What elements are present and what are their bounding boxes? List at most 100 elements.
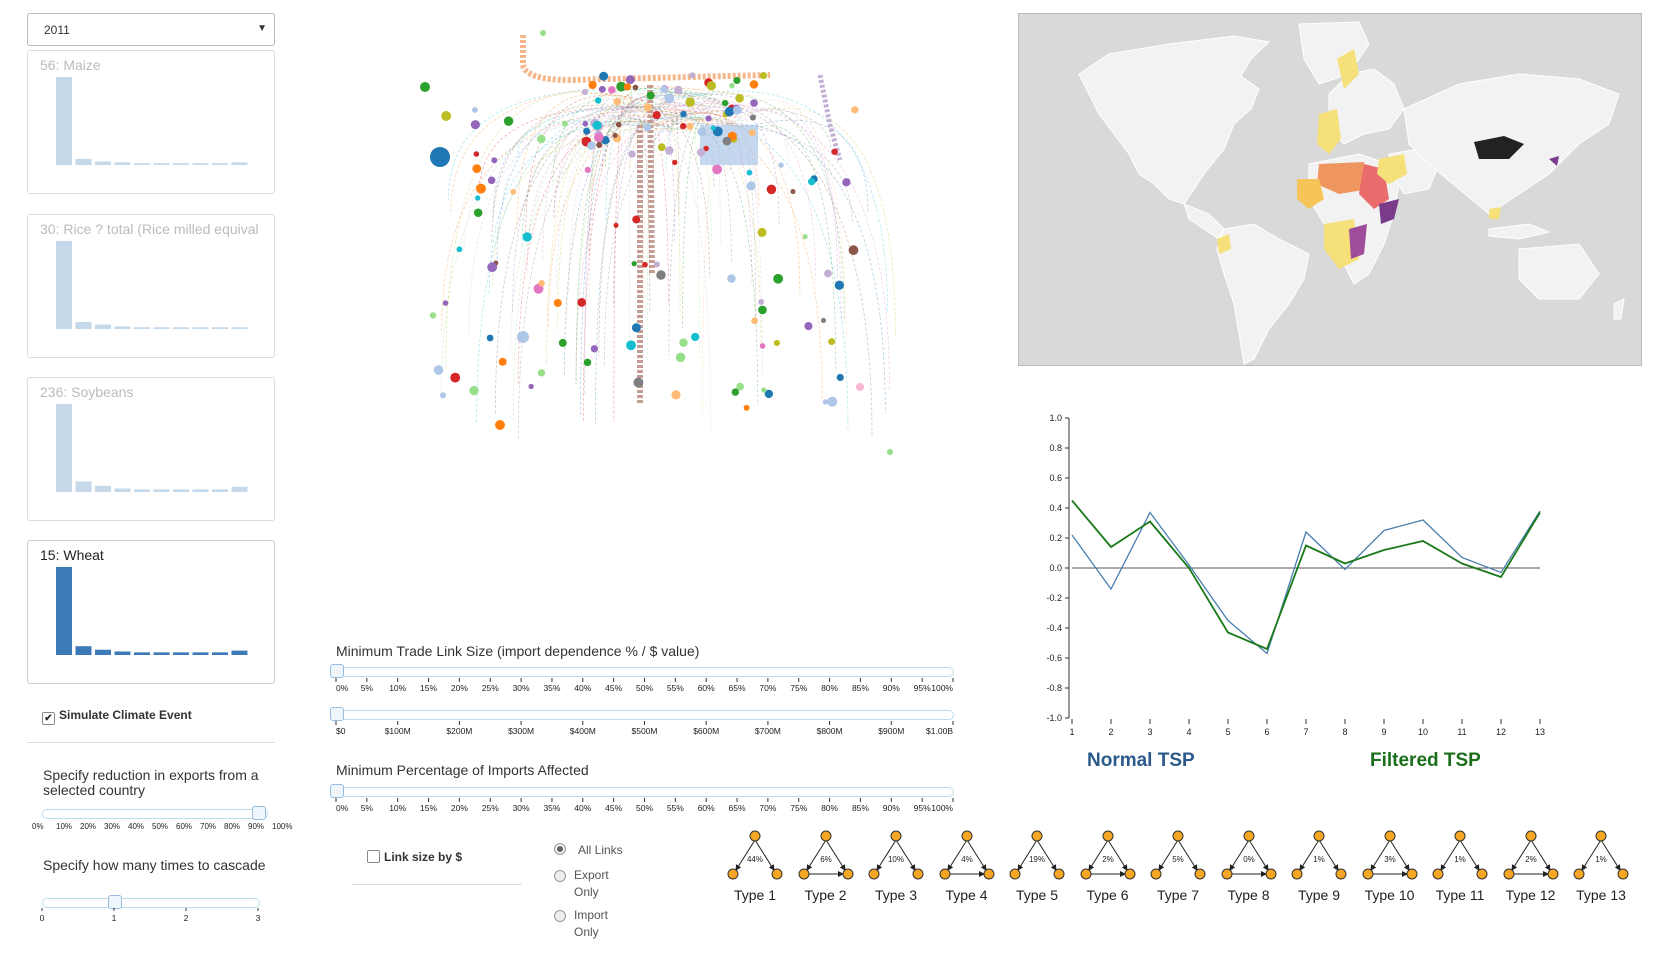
checkbox-box[interactable] xyxy=(367,850,380,863)
motif-type[interactable]: 1% Type 9 xyxy=(1289,830,1349,908)
imports-affected-slider-handle[interactable] xyxy=(330,784,344,798)
country-node[interactable] xyxy=(766,184,777,195)
motif-type[interactable]: 2% Type 6 xyxy=(1078,830,1138,908)
radio-dot[interactable] xyxy=(554,910,566,922)
imports-affected-slider-track[interactable] xyxy=(334,787,954,797)
country-node[interactable] xyxy=(790,189,796,195)
motif-type[interactable]: 19% Type 5 xyxy=(1007,830,1067,908)
country-node[interactable] xyxy=(664,93,675,104)
country-node[interactable] xyxy=(842,178,851,187)
cascade-slider-track[interactable] xyxy=(42,898,260,908)
trade-link-dollar-slider-handle[interactable] xyxy=(330,707,344,721)
country-node[interactable] xyxy=(660,85,668,93)
year-select[interactable]: 2011 ▼ xyxy=(27,13,275,46)
country-node[interactable] xyxy=(671,390,681,400)
country-node[interactable] xyxy=(528,383,534,390)
country-node[interactable] xyxy=(486,334,494,342)
motif-type[interactable]: 0% Type 8 xyxy=(1219,830,1279,908)
country-node[interactable] xyxy=(643,123,652,132)
country-node[interactable] xyxy=(643,103,652,112)
country-node[interactable] xyxy=(632,215,641,224)
country-node[interactable] xyxy=(664,146,674,155)
country-node[interactable] xyxy=(831,148,838,156)
country-node[interactable] xyxy=(628,150,636,158)
country-node[interactable] xyxy=(599,71,609,81)
country-node[interactable] xyxy=(731,388,740,396)
country-node[interactable] xyxy=(822,399,829,405)
country-node[interactable] xyxy=(594,132,604,143)
country-node[interactable] xyxy=(577,298,587,307)
radio-export-only[interactable]: Export Only xyxy=(554,867,634,901)
country-node[interactable] xyxy=(757,227,767,237)
country-node[interactable] xyxy=(820,317,827,323)
country-node[interactable] xyxy=(836,373,844,382)
motif-type[interactable]: 1% Type 11 xyxy=(1430,830,1490,908)
country-node[interactable] xyxy=(656,270,666,280)
country-node[interactable] xyxy=(469,385,479,396)
country-node[interactable] xyxy=(856,383,864,391)
country-node[interactable] xyxy=(642,261,648,268)
country-node[interactable] xyxy=(750,99,758,107)
country-node[interactable] xyxy=(450,372,461,383)
country-node[interactable] xyxy=(759,343,766,349)
trade-link-dollar-slider-track[interactable] xyxy=(334,710,954,720)
country-node[interactable] xyxy=(735,94,744,103)
radio-dot[interactable] xyxy=(554,843,566,855)
motif-type[interactable]: 44% Type 1 xyxy=(725,830,785,908)
country-node[interactable] xyxy=(759,72,768,80)
country-node[interactable] xyxy=(592,120,602,130)
country-node[interactable] xyxy=(705,115,712,122)
motif-type[interactable]: 10% Type 3 xyxy=(866,830,926,908)
country-node[interactable] xyxy=(503,116,514,126)
country-node[interactable] xyxy=(625,75,635,85)
country-node[interactable] xyxy=(675,352,686,363)
country-node[interactable] xyxy=(824,269,832,278)
country-node[interactable] xyxy=(748,129,756,137)
country-node[interactable] xyxy=(626,340,636,351)
country-node[interactable] xyxy=(652,111,661,120)
country-node[interactable] xyxy=(686,122,694,130)
cascade-slider-handle[interactable] xyxy=(108,895,122,909)
country-node[interactable] xyxy=(674,85,683,95)
country-node[interactable] xyxy=(588,80,597,90)
country-node[interactable] xyxy=(613,222,619,228)
country-node[interactable] xyxy=(732,105,742,115)
country-node[interactable] xyxy=(472,164,482,174)
country-node[interactable] xyxy=(689,72,696,79)
country-node[interactable] xyxy=(706,81,716,91)
motif-type[interactable]: 2% Type 12 xyxy=(1501,830,1561,908)
country-node[interactable] xyxy=(442,300,449,306)
link-size-checkbox[interactable]: Link size by $ xyxy=(367,850,462,864)
country-node[interactable] xyxy=(615,121,622,128)
country-node[interactable] xyxy=(680,122,687,130)
country-node[interactable] xyxy=(632,84,639,91)
country-node[interactable] xyxy=(712,164,723,175)
reduction-slider-handle[interactable] xyxy=(252,806,266,820)
country-node[interactable] xyxy=(722,136,732,146)
country-node[interactable] xyxy=(473,151,480,157)
motif-type[interactable]: 5% Type 7 xyxy=(1148,830,1208,908)
motif-type[interactable]: 3% Type 10 xyxy=(1360,830,1420,908)
country-node[interactable] xyxy=(616,81,627,92)
country-node[interactable] xyxy=(804,322,813,331)
country-node[interactable] xyxy=(582,120,589,127)
country-node[interactable] xyxy=(598,85,606,93)
country-node[interactable] xyxy=(517,331,529,343)
country-node[interactable] xyxy=(498,357,507,366)
country-node[interactable] xyxy=(724,106,735,117)
country-node[interactable] xyxy=(608,86,616,94)
country-node[interactable] xyxy=(679,338,688,347)
country-node[interactable] xyxy=(721,99,729,107)
country-node[interactable] xyxy=(680,110,687,118)
country-node[interactable] xyxy=(646,91,655,100)
country-node[interactable] xyxy=(584,166,591,174)
country-node[interactable] xyxy=(672,159,678,166)
country-node[interactable] xyxy=(834,280,844,290)
radio-dot[interactable] xyxy=(554,870,566,882)
country-node[interactable] xyxy=(594,97,602,104)
country-node[interactable] xyxy=(848,245,859,256)
country-node[interactable] xyxy=(475,195,481,201)
country-node[interactable] xyxy=(703,145,709,152)
motif-type[interactable]: 6% Type 2 xyxy=(796,830,856,908)
country-node[interactable] xyxy=(710,125,716,131)
